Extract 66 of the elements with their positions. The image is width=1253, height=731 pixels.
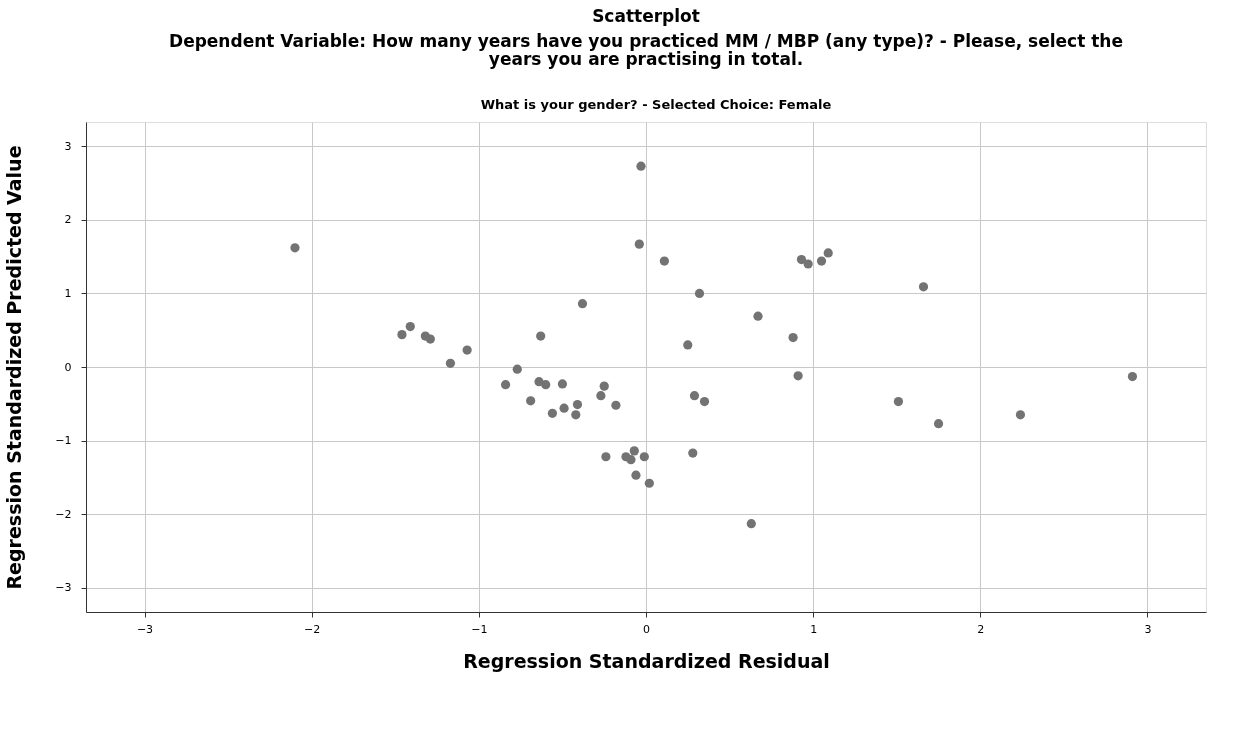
point — [1015, 410, 1026, 420]
point — [577, 299, 588, 309]
point — [405, 321, 415, 332]
y-tick-label: −2 — [55, 507, 72, 521]
point — [788, 332, 798, 343]
point — [512, 364, 522, 374]
y-tick-label: 1 — [64, 286, 72, 300]
point — [445, 358, 456, 368]
chart-title: Scatterplot — [592, 6, 700, 26]
point — [753, 311, 763, 321]
point — [793, 371, 803, 381]
point — [689, 391, 700, 401]
point — [1127, 371, 1138, 382]
point — [557, 379, 568, 389]
point — [933, 419, 944, 429]
point — [893, 396, 904, 407]
point — [596, 391, 606, 401]
y-tick-label: −3 — [55, 581, 72, 595]
point — [626, 455, 636, 465]
point — [572, 399, 583, 410]
point — [541, 380, 551, 390]
point — [547, 408, 557, 418]
point — [796, 254, 807, 265]
point — [639, 452, 649, 462]
point — [526, 396, 536, 406]
point — [631, 470, 641, 480]
point — [816, 256, 827, 266]
point — [746, 519, 756, 529]
point — [500, 380, 511, 390]
point — [688, 448, 698, 458]
point — [636, 161, 646, 171]
point — [699, 396, 710, 407]
point — [425, 334, 435, 344]
chart-subtitle: Dependent Variable: How many years have you practiced MM / MBP (any type)? - Please, select the years you are practising in total. — [169, 31, 1123, 69]
point — [644, 478, 654, 488]
x-axis-title: Regression Standardized Residual — [463, 649, 830, 672]
point — [683, 340, 693, 350]
y-tick-label: 2 — [64, 213, 72, 227]
point — [918, 282, 929, 292]
point — [599, 381, 609, 391]
x-tick-label: −2 — [304, 622, 321, 636]
point — [611, 400, 621, 410]
text: What is your gender? - Selected Choice: Female — [480, 97, 832, 112]
point — [462, 345, 472, 355]
point — [571, 410, 581, 420]
y-axis-title: Regression Standardized Predicted Value — [3, 145, 26, 590]
x-tick-label: 2 — [977, 622, 985, 636]
x-tick-label: 3 — [1144, 622, 1152, 636]
point — [559, 403, 569, 413]
point — [659, 256, 669, 266]
point — [694, 288, 705, 299]
point — [803, 259, 813, 269]
x-tick-label: −3 — [136, 622, 154, 636]
point — [536, 331, 546, 341]
y-tick-label: 0 — [64, 360, 72, 374]
x-tick-label: 0 — [643, 622, 650, 636]
point — [823, 248, 833, 258]
x-tick-label: −1 — [471, 622, 488, 636]
point — [601, 452, 611, 462]
y-tick-label: 3 — [64, 139, 72, 153]
x-tick-label: 1 — [810, 622, 818, 636]
point — [634, 239, 644, 249]
point — [290, 243, 300, 253]
point — [629, 446, 639, 456]
y-tick-label: −1 — [55, 434, 72, 448]
point — [397, 330, 407, 340]
